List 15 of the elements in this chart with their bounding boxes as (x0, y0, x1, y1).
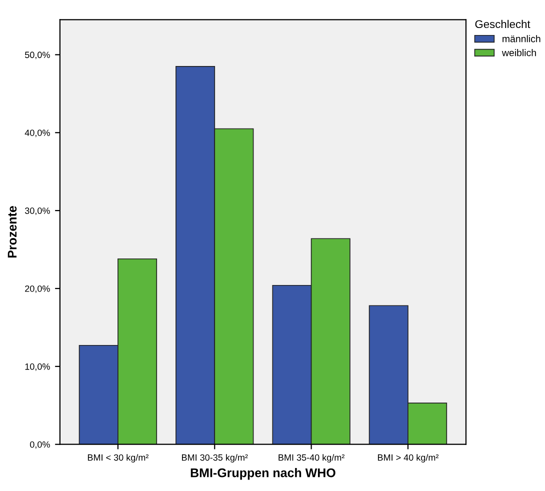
legend-label: männlich (502, 35, 540, 42)
x-axis-title: BMI-Gruppen nach WHO (190, 468, 336, 480)
x-tick-label: BMI 35-40 kg/m² (278, 454, 344, 462)
x-tick-label: BMI > 40 kg/m² (378, 454, 439, 462)
y-tick-label: 30,0% (24, 208, 50, 215)
x-tick-label: BMI < 30 kg/m² (88, 454, 149, 462)
y-tick-label: 50,0% (24, 52, 50, 60)
y-tick-label: 40,0% (24, 130, 50, 138)
y-axis-title: Prozente (8, 206, 17, 258)
y-tick-label: 10,0% (25, 363, 50, 371)
y-tick-label: 0,0% (30, 441, 50, 449)
legend-label: weiblich (502, 49, 536, 56)
x-tick-label: BMI 30-35 kg/m² (182, 454, 248, 462)
legend-title: Geschlecht (475, 20, 530, 28)
y-tick-label: 20,0% (25, 285, 50, 293)
